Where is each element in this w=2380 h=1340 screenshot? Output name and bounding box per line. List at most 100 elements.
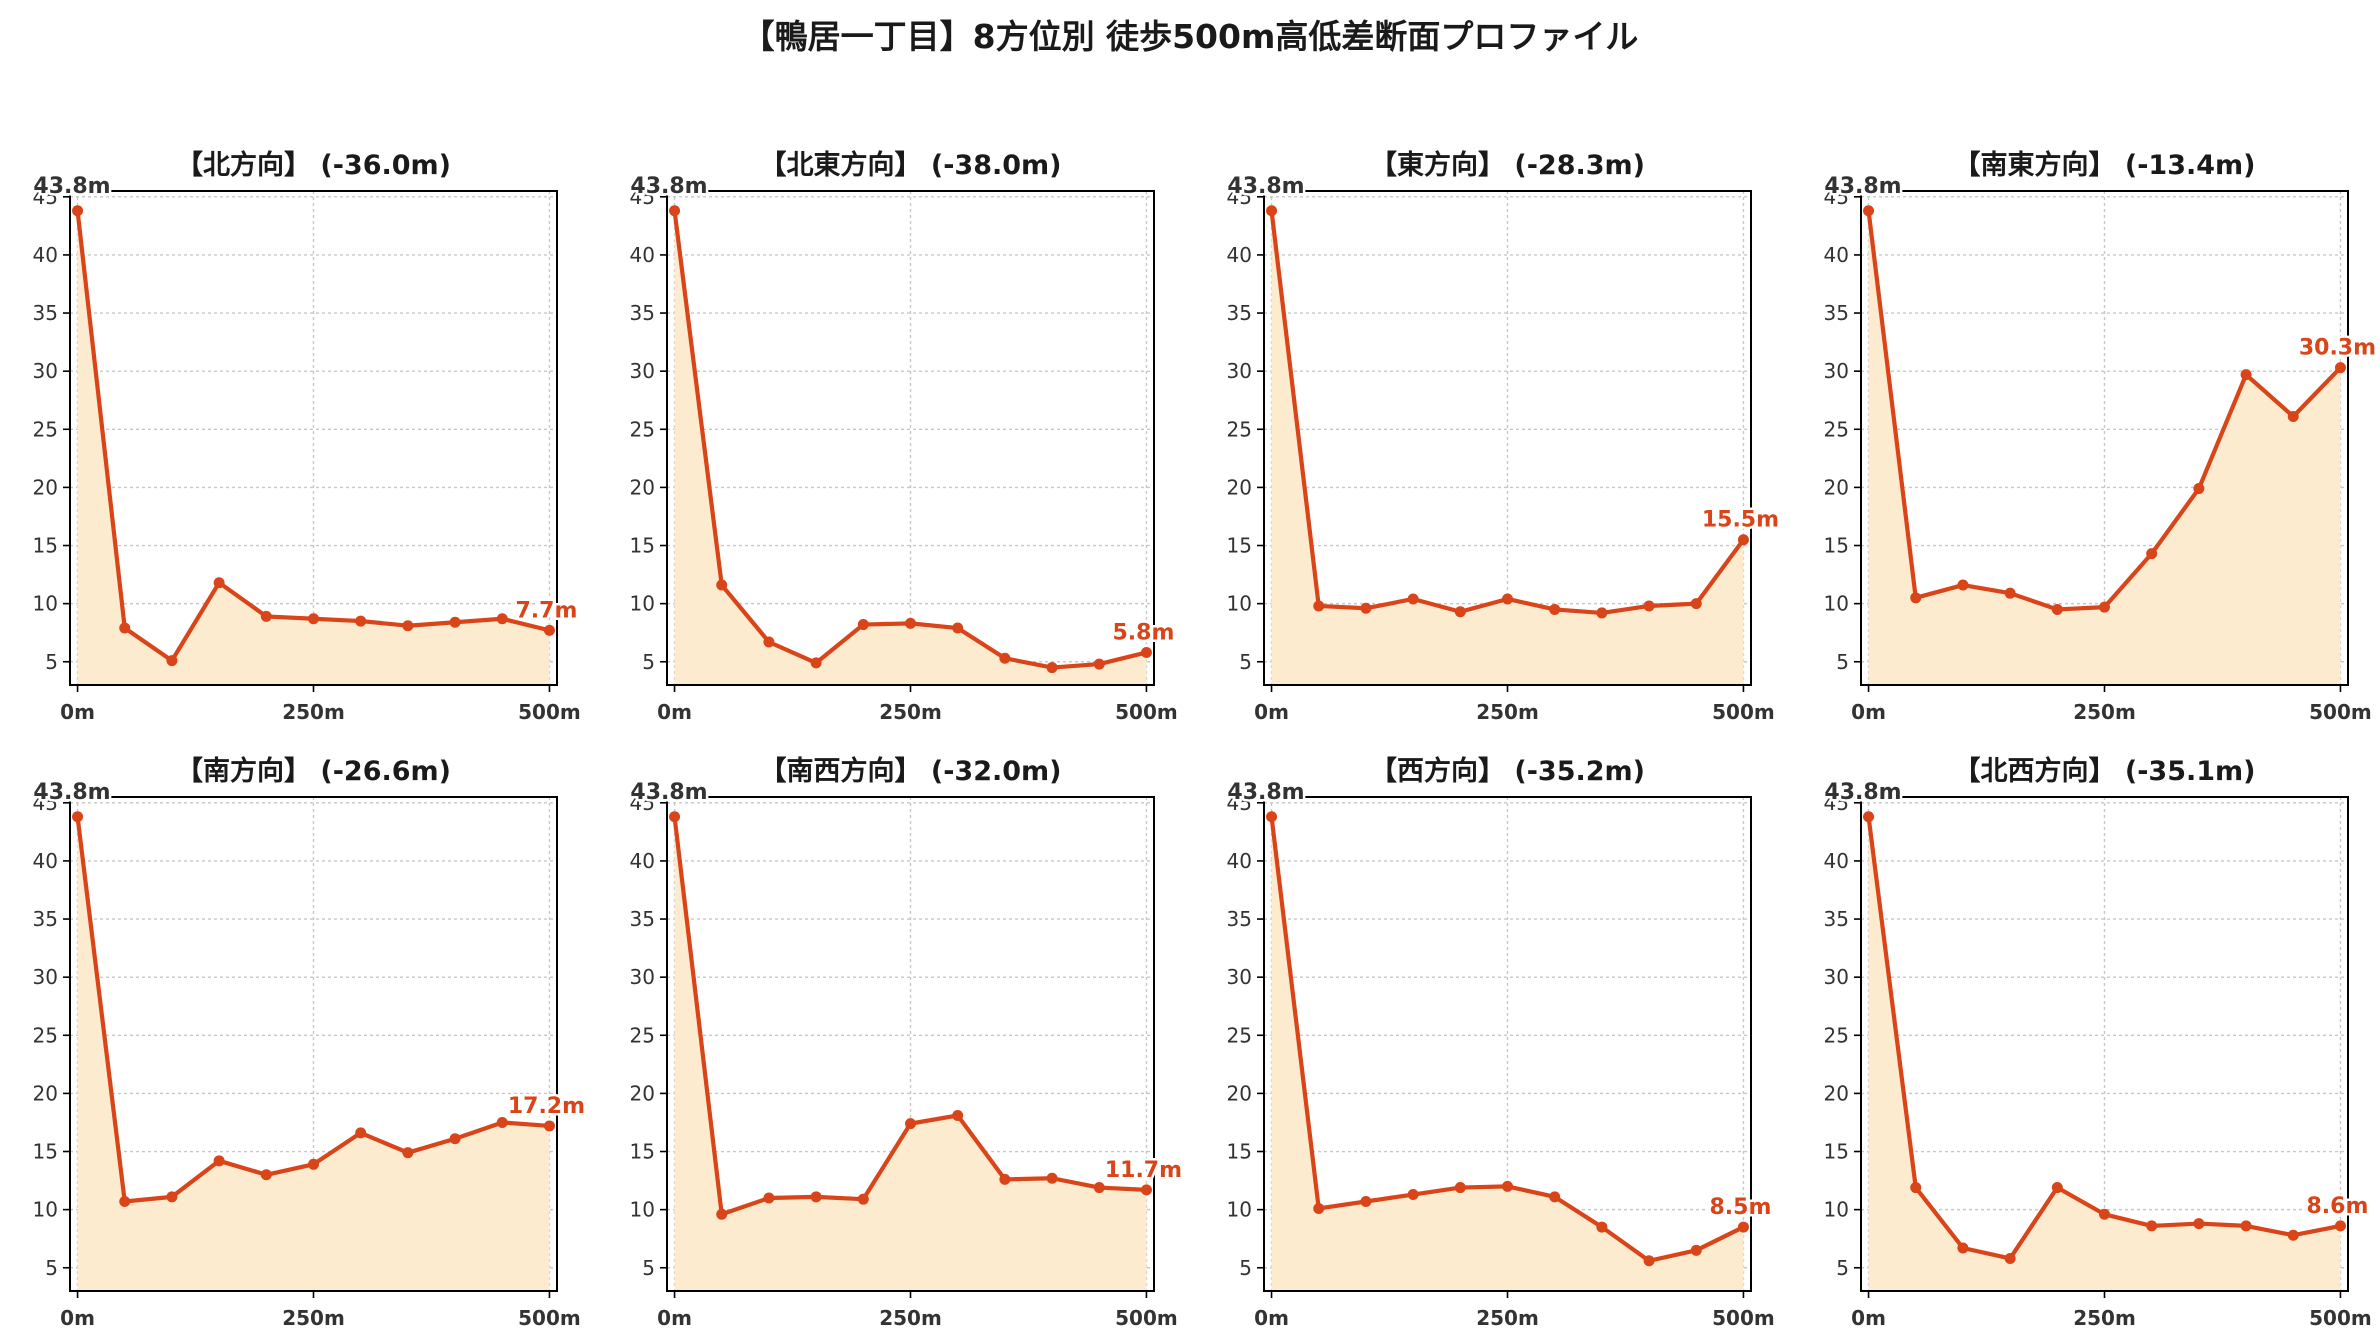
y-tick-label: 15 (33, 1140, 58, 1164)
y-tick-label: 10 (630, 592, 655, 616)
data-point (496, 1116, 508, 1128)
data-point (1454, 606, 1466, 618)
profile-chart-6: 5 10 15 20 25 30 35 40 45 0m 250m 500m 【南西方向】 (-32.0… (628, 755, 1185, 1330)
x-tick-label: 0m (60, 700, 95, 724)
elevation-area (77, 210, 550, 685)
x-tick-label: 250m (2073, 1306, 2136, 1330)
y-tick-label: 20 (1227, 475, 1252, 499)
data-point (2004, 587, 2016, 599)
data-point (905, 1118, 916, 1130)
data-point (1643, 1255, 1655, 1267)
y-tick-label: 25 (630, 417, 655, 441)
data-point (1140, 1184, 1152, 1196)
y-tick-label: 30 (33, 359, 58, 383)
data-point (1140, 646, 1152, 658)
x-tick-label: 250m (282, 700, 345, 724)
y-tick-label: 20 (630, 1081, 655, 1105)
data-point (1046, 1172, 1058, 1184)
y-tick-label: 35 (1824, 907, 1849, 931)
data-point (810, 1191, 822, 1203)
data-point (2146, 548, 2158, 560)
y-tick-label: 10 (1227, 1198, 1252, 1222)
data-point (2146, 1220, 2158, 1232)
data-point (716, 579, 728, 591)
subplot-title: 【北方向】 (-36.0m) (176, 149, 451, 181)
data-point (810, 657, 822, 669)
data-point (1266, 205, 1278, 217)
x-tick-label: 500m (1115, 700, 1178, 724)
end-elevation-label: 5.8m (1112, 620, 1174, 645)
subplot-title: 【北西方向】 (-35.1m) (1953, 755, 2255, 787)
end-elevation-label: 8.5m (1709, 1195, 1771, 1220)
data-point (857, 1193, 869, 1205)
y-tick-label: 15 (1227, 1140, 1252, 1164)
data-point (763, 1192, 775, 1204)
end-elevation-label: 17.2m (508, 1094, 585, 1119)
x-tick-label: 0m (1851, 1306, 1886, 1330)
y-tick-label: 30 (33, 965, 58, 989)
y-tick-label: 15 (630, 534, 655, 558)
elevation-area (674, 210, 1147, 685)
start-elevation-label: 43.8m (1227, 780, 1304, 805)
data-point (1690, 1244, 1702, 1256)
y-tick-label: 5 (1836, 1256, 1849, 1280)
y-tick-label: 40 (33, 849, 58, 873)
y-tick-label: 30 (1824, 359, 1849, 383)
y-tick-label: 5 (45, 650, 58, 674)
y-tick-label: 25 (630, 1023, 655, 1047)
subplot-title: 【東方向】 (-28.3m) (1370, 149, 1645, 181)
y-tick-label: 5 (642, 1256, 655, 1280)
y-tick-label: 25 (1824, 417, 1849, 441)
y-tick-label: 15 (1824, 534, 1849, 558)
data-point (2287, 1229, 2299, 1241)
x-tick-label: 500m (518, 1306, 581, 1330)
data-point (496, 613, 508, 625)
start-elevation-label: 43.8m (1227, 174, 1304, 199)
data-point (260, 610, 272, 622)
data-point (1643, 600, 1655, 612)
x-tick-label: 0m (1851, 700, 1886, 724)
y-tick-label: 45 (1227, 791, 1252, 815)
data-point (2193, 483, 2205, 495)
y-tick-label: 40 (630, 243, 655, 267)
data-point (1549, 603, 1561, 615)
data-point (1313, 600, 1325, 612)
profile-chart-5: 5 10 15 20 25 30 35 40 45 0m 250m 500m 【南方向】 (-26.6m… (31, 755, 588, 1330)
y-tick-label: 10 (630, 1198, 655, 1222)
y-tick-label: 10 (1227, 592, 1252, 616)
data-point (1737, 1221, 1749, 1233)
y-tick-label: 20 (1824, 475, 1849, 499)
y-tick-label: 45 (1824, 185, 1849, 209)
x-tick-label: 250m (1476, 700, 1539, 724)
data-point (1502, 593, 1513, 605)
data-point (1596, 1221, 1608, 1233)
data-point (1549, 1191, 1561, 1203)
y-tick-label: 10 (1824, 592, 1849, 616)
data-point (2240, 369, 2252, 381)
y-tick-label: 20 (630, 475, 655, 499)
y-tick-label: 40 (1227, 243, 1252, 267)
start-elevation-label: 43.8m (1824, 174, 1901, 199)
y-tick-label: 5 (45, 1256, 58, 1280)
y-tick-label: 30 (630, 965, 655, 989)
y-tick-label: 45 (33, 185, 58, 209)
data-point (669, 205, 681, 217)
y-tick-label: 40 (1824, 243, 1849, 267)
y-tick-label: 10 (33, 592, 58, 616)
data-point (213, 577, 225, 589)
data-point (1957, 1242, 1969, 1254)
data-point (213, 1155, 225, 1167)
y-tick-label: 30 (630, 359, 655, 383)
data-point (72, 205, 84, 217)
y-tick-label: 15 (33, 534, 58, 558)
y-tick-label: 5 (1836, 650, 1849, 674)
y-tick-label: 25 (33, 417, 58, 441)
data-point (2334, 362, 2346, 374)
profile-chart-8: 5 10 15 20 25 30 35 40 45 0m 250m 500m 【北西方向】 (-35.1… (1822, 755, 2372, 1330)
data-point (1910, 1182, 1922, 1194)
end-elevation-label: 15.5m (1702, 508, 1779, 533)
x-tick-label: 500m (2309, 700, 2372, 724)
y-tick-label: 35 (630, 907, 655, 931)
data-point (355, 615, 367, 627)
x-tick-label: 0m (60, 1306, 95, 1330)
